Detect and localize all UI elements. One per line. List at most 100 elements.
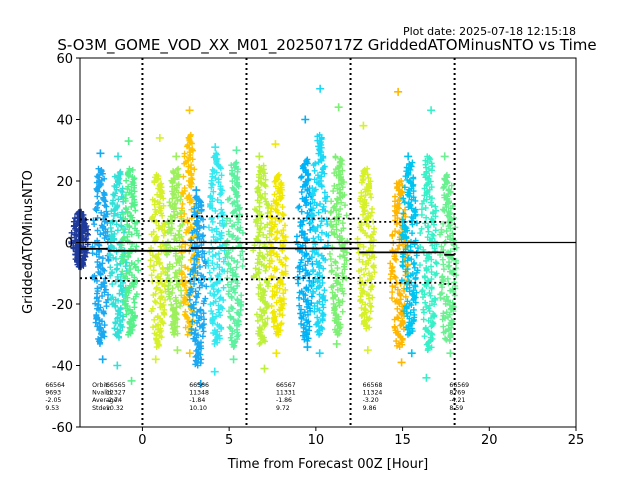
data-point (333, 277, 340, 284)
annotation-text: 11348 (189, 390, 209, 397)
data-point (339, 270, 346, 277)
data-point (358, 285, 365, 292)
data-point (91, 272, 98, 279)
data-point (361, 271, 368, 278)
annotation-text: 10.32 (106, 405, 124, 412)
data-point (157, 287, 164, 294)
data-point (262, 267, 269, 274)
data-point (165, 238, 171, 245)
x-tick-label: 5 (225, 433, 233, 448)
data-point (418, 211, 425, 218)
data-point (315, 318, 322, 325)
data-point (280, 296, 287, 303)
data-point (192, 288, 199, 295)
data-point (308, 210, 315, 217)
data-point (191, 274, 198, 281)
x-axis-label: Time from Forecast 00Z [Hour] (227, 457, 429, 472)
data-point (312, 160, 319, 167)
data-point (181, 294, 188, 301)
data-point (121, 256, 128, 263)
data-point (200, 310, 207, 317)
data-point (216, 255, 223, 262)
data-point (226, 288, 233, 295)
data-point (397, 280, 404, 287)
data-point (429, 242, 436, 249)
data-point (309, 281, 316, 288)
data-point (212, 251, 219, 258)
data-point (282, 286, 289, 293)
data-point (430, 310, 437, 317)
annotation-text: 12327 (106, 390, 126, 397)
data-point (399, 216, 406, 223)
data-point (428, 298, 435, 305)
outlier-point (446, 349, 455, 358)
data-point (361, 196, 368, 203)
data-point (108, 244, 115, 251)
data-point (106, 251, 113, 258)
data-point (277, 321, 284, 328)
data-point (256, 324, 263, 331)
data-point (445, 208, 452, 215)
data-point (368, 303, 375, 310)
data-point (213, 225, 220, 232)
data-point (423, 303, 430, 310)
data-point (400, 195, 407, 202)
data-point (231, 221, 238, 228)
annotation-text: 8.59 (449, 405, 463, 412)
data-point (225, 260, 232, 267)
data-point (117, 168, 124, 175)
data-point (220, 284, 227, 291)
data-point (150, 228, 157, 235)
data-point (426, 289, 433, 296)
data-point (445, 259, 452, 266)
data-point (388, 265, 395, 272)
data-point (300, 313, 307, 320)
data-point (158, 180, 165, 187)
data-point (412, 206, 419, 213)
data-point (432, 227, 439, 234)
annotation-text: 10.10 (189, 405, 207, 412)
data-point (113, 221, 120, 228)
data-point (251, 206, 258, 213)
data-point (394, 314, 401, 321)
data-point (276, 294, 283, 301)
data-point (114, 227, 121, 234)
data-point (113, 248, 120, 255)
data-point (189, 311, 196, 318)
data-point (426, 302, 433, 309)
data-point (157, 194, 164, 201)
data-point (211, 327, 218, 334)
data-point (272, 215, 279, 222)
data-point (337, 206, 344, 213)
data-point (440, 310, 447, 317)
data-point (321, 163, 328, 170)
data-point (298, 189, 305, 196)
data-point (299, 266, 306, 273)
data-point (165, 282, 172, 289)
data-point (227, 313, 234, 320)
data-point (368, 194, 375, 201)
data-point (409, 230, 416, 237)
data-point (214, 196, 221, 203)
data-point (408, 256, 415, 263)
outlier-point (332, 339, 341, 348)
data-point (194, 218, 201, 225)
data-point (205, 224, 212, 231)
data-point (446, 268, 453, 275)
data-point (237, 252, 244, 259)
data-point (311, 302, 318, 309)
data-point (147, 257, 154, 264)
data-point (228, 304, 235, 311)
data-point (273, 197, 280, 204)
data-point (305, 176, 312, 183)
data-point (273, 207, 280, 214)
data-point (120, 211, 127, 218)
data-point (218, 229, 225, 236)
outlier-point (363, 346, 372, 355)
y-tick-label: 0 (65, 237, 73, 252)
data-point (334, 195, 341, 202)
data-point (109, 269, 116, 276)
data-point (412, 274, 419, 281)
data-point (237, 224, 244, 231)
data-point (167, 213, 174, 220)
